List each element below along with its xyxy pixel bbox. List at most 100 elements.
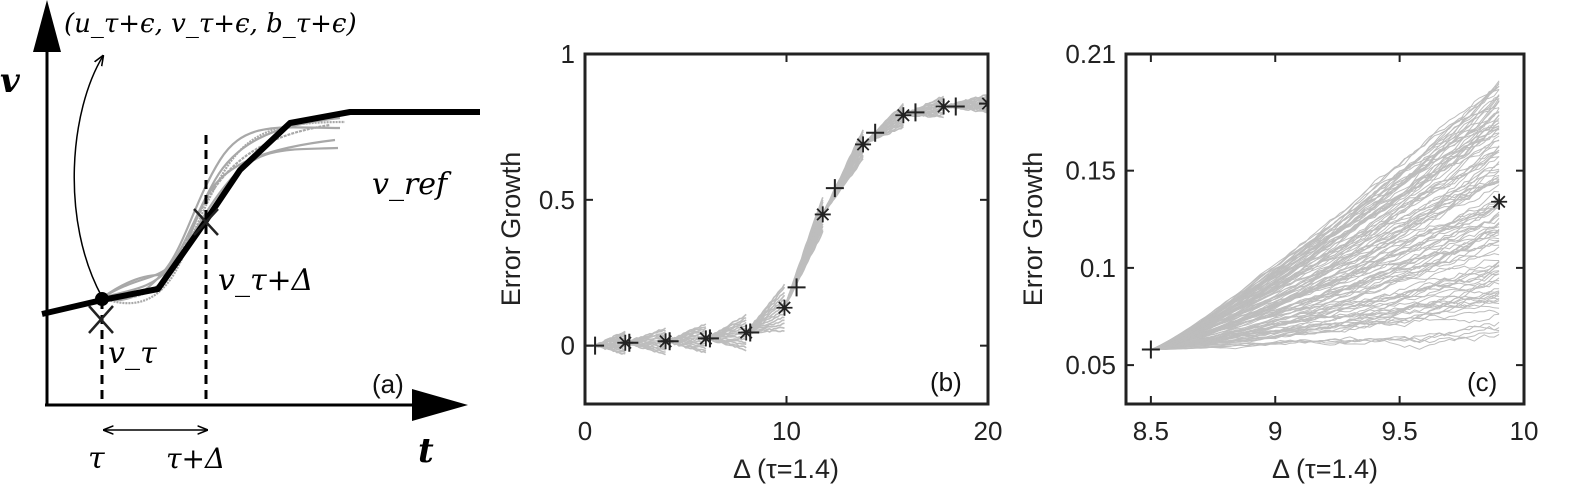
panel-c: 8.5 9 9.5 10 0.05 0.1 0.15 0.21 Error Growth Δ … xyxy=(1018,39,1538,484)
ensemble-trajectory xyxy=(1150,253,1500,351)
y-tick-label: 0.21 xyxy=(1065,39,1116,69)
perturbation-arrow xyxy=(73,56,103,298)
star-marker xyxy=(776,299,793,316)
ensemble-trajectory xyxy=(1150,264,1500,351)
star-marker xyxy=(617,334,634,351)
x-tick-label: 9.5 xyxy=(1382,416,1418,446)
ensemble-trajectory xyxy=(1150,97,1500,351)
tau-delta-label: τ+Δ xyxy=(166,442,225,475)
ensemble-trajectory xyxy=(1150,178,1500,351)
panel-b-xlabel: Δ (τ=1.4) xyxy=(733,454,839,484)
star-marker xyxy=(657,333,674,350)
tau-delta-cross-marker xyxy=(193,208,219,236)
ensemble-trajectory xyxy=(1150,223,1500,351)
y-tick-label: 0 xyxy=(561,331,575,361)
ensemble-trajectory xyxy=(705,337,747,352)
plus-marker xyxy=(906,103,925,122)
panel-c-frame xyxy=(1124,52,1526,406)
ensemble-trajectory xyxy=(1150,161,1500,351)
ensemble-trajectory xyxy=(1150,129,1500,351)
plus-marker xyxy=(1141,340,1160,359)
panel-a: v t (u_τ+ϵ, v_τ+ϵ, b_τ+ϵ) v_ref v_τ+Δ xyxy=(0,0,480,476)
ensemble-trajectory xyxy=(1150,180,1500,351)
plus-marker xyxy=(787,278,806,297)
perturbation-label: (u_τ+ϵ, v_τ+ϵ, b_τ+ϵ) xyxy=(64,9,357,39)
x-tick-label: 9 xyxy=(1268,416,1282,446)
star-marker xyxy=(697,330,714,347)
panel-b-ylabel: Error Growth xyxy=(496,152,526,307)
panel-c-plot-area xyxy=(1141,80,1508,359)
panel-a-x-arrowhead xyxy=(412,389,468,421)
ensemble-trajectory xyxy=(1150,280,1500,351)
point-tau-delta-label: v_τ+Δ xyxy=(218,263,313,298)
panel-a-x-label: t xyxy=(418,431,434,471)
x-tick-label: 10 xyxy=(1510,416,1539,446)
ensemble-trajectory xyxy=(705,338,747,346)
panel-b-letter: (b) xyxy=(930,367,962,397)
panel-c-markers xyxy=(1141,193,1508,359)
ensemble-trajectory xyxy=(1150,293,1500,351)
ensemble-trajectory xyxy=(1150,86,1500,351)
ensemble-trajectory xyxy=(822,129,864,215)
star-marker xyxy=(738,324,755,341)
tau-cross-marker xyxy=(88,305,114,334)
perturbation-point xyxy=(95,292,109,306)
ensemble-trajectory xyxy=(1150,149,1500,351)
ensemble-trajectory xyxy=(1150,170,1500,351)
ensemble-trajectory xyxy=(705,313,747,339)
ensemble-trajectory xyxy=(745,283,786,333)
ensemble-trajectory xyxy=(943,94,988,108)
ensemble-trajectory xyxy=(943,96,988,108)
ensemble-trajectory xyxy=(594,333,626,347)
x-tick-label: 8.5 xyxy=(1133,416,1169,446)
point-tau-label: v_τ xyxy=(108,336,157,371)
panel-a-y-arrowhead xyxy=(33,0,61,52)
ensemble-trajectory xyxy=(745,298,785,334)
x-tick-label: 10 xyxy=(772,416,801,446)
ensemble-trajectory xyxy=(625,327,667,344)
panel-a-y-label: v xyxy=(0,61,21,101)
star-marker xyxy=(814,206,831,223)
ensemble-trajectory xyxy=(862,102,905,145)
ensemble-trajectory xyxy=(1150,265,1500,351)
ensemble-trajectory xyxy=(1150,298,1500,351)
star-marker xyxy=(855,136,872,153)
ensemble-trajectory xyxy=(1150,321,1500,351)
panel-c-xlabel: Δ (τ=1.4) xyxy=(1272,454,1378,484)
y-tick-label: 0.05 xyxy=(1065,350,1116,380)
y-tick-label: 0.1 xyxy=(1080,253,1116,283)
ensemble-trajectory xyxy=(1150,297,1500,351)
panel-c-letter: (c) xyxy=(1467,367,1497,397)
ensemble-trajectory xyxy=(1150,139,1500,351)
y-tick-label: 0.15 xyxy=(1065,156,1116,186)
ensemble-trajectory xyxy=(1150,325,1500,351)
reference-label: v_ref xyxy=(372,167,452,202)
star-marker xyxy=(1491,193,1508,210)
star-marker xyxy=(895,107,912,124)
ensemble-trajectory xyxy=(902,98,944,117)
ensemble-trajectory xyxy=(1150,226,1500,351)
x-tick-label: 20 xyxy=(974,416,1003,446)
tau-label: τ xyxy=(88,441,105,476)
panel-b-plot-area xyxy=(586,94,988,356)
plus-marker xyxy=(825,179,844,198)
panel-b-markers xyxy=(586,94,988,355)
panel-a-letter: (a) xyxy=(372,369,404,399)
ensemble-trajectory xyxy=(745,308,786,334)
ensemble-trajectory xyxy=(1150,120,1500,351)
x-tick-label: 0 xyxy=(578,416,592,446)
plus-marker xyxy=(866,123,885,142)
panel-b: 0 10 20 0 0.5 1 Error Growth Δ (τ=1.4) (b) xyxy=(496,39,1002,484)
reference-trajectory xyxy=(41,109,480,317)
ensemble-trajectory xyxy=(1150,174,1500,351)
star-marker xyxy=(935,98,952,115)
ensemble-trajectory xyxy=(594,330,626,347)
panel-c-ticks: 8.5 9 9.5 10 0.05 0.1 0.15 0.21 xyxy=(1065,39,1538,446)
panel-c-ylabel: Error Growth xyxy=(1018,152,1048,307)
ensemble-trajectory xyxy=(665,323,707,343)
y-tick-label: 1 xyxy=(561,39,575,69)
ensemble-trajectory xyxy=(1150,80,1500,351)
y-tick-label: 0.5 xyxy=(539,185,575,215)
panel-b-ticks: 0 10 20 0 0.5 1 xyxy=(539,39,1003,446)
